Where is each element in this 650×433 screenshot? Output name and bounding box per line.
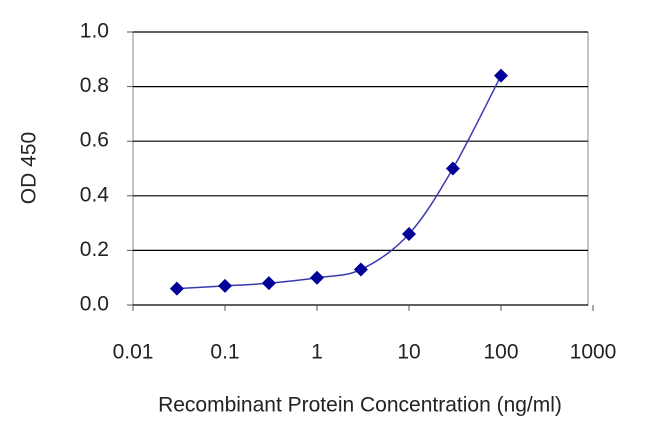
x-tick-label: 0.1 [210,341,239,364]
y-tick-label: 0.8 [80,74,109,97]
data-point [218,278,232,293]
y-axis-label: OD 450 [18,132,41,204]
data-point [310,270,324,285]
x-tick-label: 0.01 [113,341,154,364]
data-point [402,227,416,242]
y-tick-label: 0.0 [80,293,109,316]
data-point [445,161,460,176]
x-tick-label: 1000 [570,341,617,364]
x-tick-label: 10 [397,341,420,364]
x-axis-label: Recombinant Protein Concentration (ng/ml… [158,394,562,417]
y-tick-label: 1.0 [80,20,109,43]
x-tick-label: 1 [311,341,323,364]
data-point [494,68,508,83]
data-point [261,276,276,291]
y-tick-label: 0.4 [80,183,110,206]
y-tick-label: 0.6 [80,129,109,152]
data-point [353,262,368,277]
data-point [169,281,184,296]
y-tick-label: 0.2 [80,238,109,261]
x-tick-label: 100 [483,341,518,364]
plot-area [132,31,589,306]
